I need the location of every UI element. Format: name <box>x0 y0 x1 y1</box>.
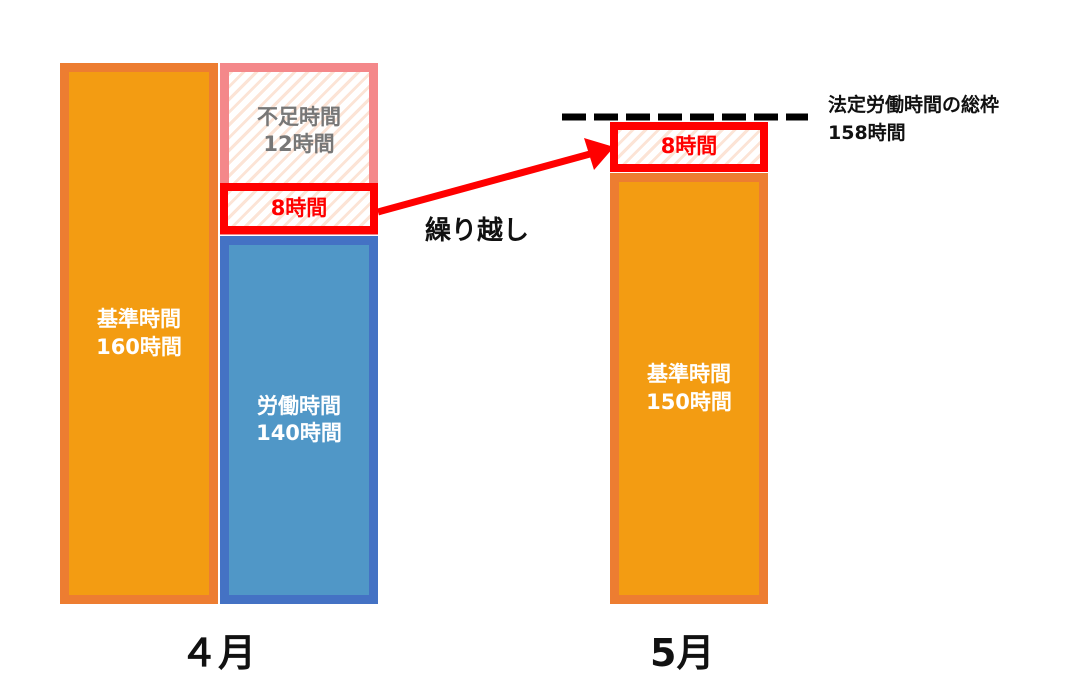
april-carry-box: 8時間 <box>220 183 378 234</box>
april-work-hours: 140時間 <box>256 421 342 445</box>
april-base-hours: 160時間 <box>96 334 182 359</box>
april-base-bar: 基準時間 160時間 <box>60 63 218 604</box>
april-base-title: 基準時間 <box>97 307 181 332</box>
april-work-title: 労働時間 <box>257 393 341 418</box>
limit-title: 法定労働時間の総枠 <box>828 94 1000 116</box>
limit-label: 法定労働時間の総枠 158時間 <box>828 91 999 147</box>
april-shortage-hours: 12時間 <box>263 132 335 157</box>
carry-arrow <box>377 150 591 216</box>
may-label: 5月 <box>650 631 715 675</box>
april-shortage-title: 不足時間 <box>257 105 341 129</box>
april-carry-hours: 8時間 <box>270 195 328 220</box>
april-label: ４月 <box>180 631 257 675</box>
carry-arrow-head <box>584 138 614 170</box>
may-carry-box: 8時間 <box>610 122 768 172</box>
april-work-bar: 労働時間 140時間 <box>220 236 378 604</box>
may-base-title: 基準時間 <box>647 362 731 387</box>
may-carry-hours: 8時間 <box>660 134 718 159</box>
may-base-bar: 基準時間 150時間 <box>610 173 768 604</box>
limit-hours: 158時間 <box>828 122 906 144</box>
carry-label: 繰り越し <box>425 216 530 246</box>
may-base-hours: 150時間 <box>646 389 732 414</box>
